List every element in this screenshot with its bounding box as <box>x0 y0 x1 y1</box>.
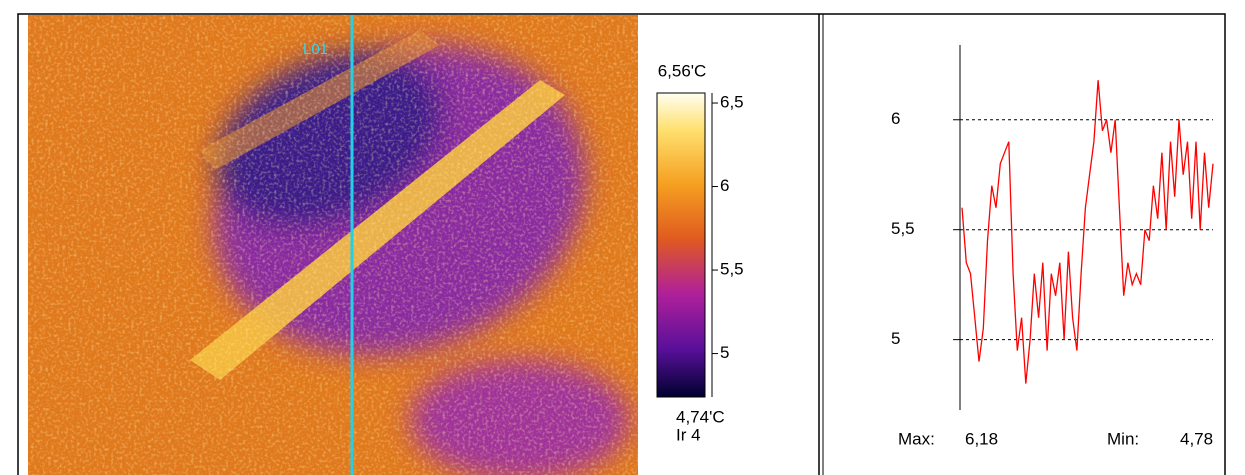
max-label: Max: <box>898 429 935 448</box>
scale-min: 4,74'C <box>676 407 725 426</box>
color-scale-tick-label: 6 <box>720 176 729 195</box>
color-scale <box>656 92 706 398</box>
window-border <box>17 13 1226 475</box>
min-value: 4,78 <box>1180 429 1213 448</box>
y-tick-label: 5,5 <box>891 219 915 238</box>
color-scale-tick-label: 5,5 <box>720 260 744 279</box>
profile-line <box>961 80 1214 384</box>
line-marker-label: L01 <box>303 41 328 58</box>
y-tick-label: 5 <box>891 329 900 348</box>
palette-label: Ir 4 <box>676 425 701 444</box>
min-label: Min: <box>1107 429 1139 448</box>
scale-max: 6,56'C <box>658 61 707 80</box>
color-scale-tick-label: 5 <box>720 343 729 362</box>
y-tick-label: 6 <box>891 109 900 128</box>
thermal-image: L01 <box>28 15 638 475</box>
color-scale-tick-label: 6,5 <box>720 93 744 112</box>
max-value: 6,18 <box>965 429 998 448</box>
